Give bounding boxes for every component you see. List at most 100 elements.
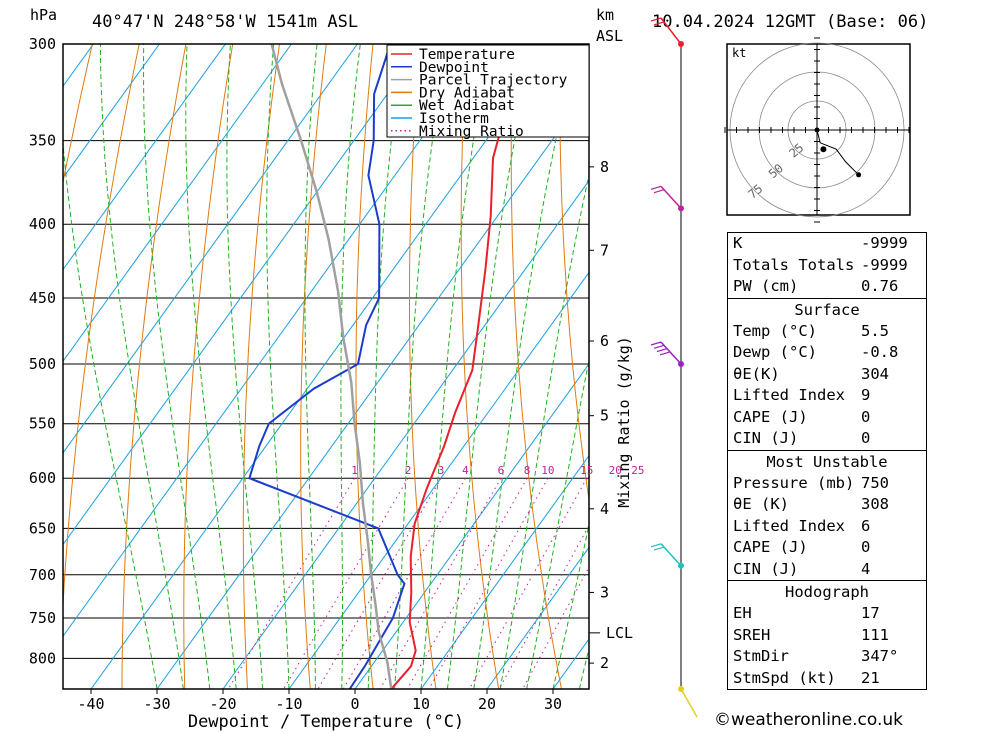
general-index-row: PW (cm) 0.76 <box>728 276 926 298</box>
pressure-tick-label: 450 <box>29 289 56 307</box>
index-label: CIN (J) <box>733 429 799 447</box>
index-label: SREH <box>733 625 771 644</box>
datetime-title: 10.04.2024 12GMT (Base: 06) <box>652 12 929 32</box>
index-label: Pressure (mb) <box>733 473 855 492</box>
most-unstable-index-row: Pressure (mb) 750 <box>728 473 926 495</box>
index-value: 111 <box>861 625 889 644</box>
legend-label: Mixing Ratio <box>419 124 524 140</box>
wind-barb-feather <box>650 17 662 22</box>
mixing-ratio-label: 15 <box>580 464 593 477</box>
mixing-ratio-line <box>522 566 589 689</box>
isotherm-line <box>288 271 589 689</box>
isotherm-line <box>486 546 589 689</box>
pressure-tick-label: 550 <box>29 415 56 433</box>
wet-adiabat-line <box>526 357 589 689</box>
legend-box <box>386 44 590 138</box>
index-label: CAPE (J) <box>733 407 808 426</box>
dry-adiabat-line <box>300 44 327 689</box>
index-value: 308 <box>861 495 889 513</box>
isotherm-line <box>420 454 589 689</box>
index-value: 5.5 <box>861 321 889 340</box>
hodograph-index-row: SREH 111 <box>728 625 926 647</box>
index-label: StmSpd (kt) <box>733 668 836 687</box>
indices-table: K -9999 Totals Totals -9999 PW (cm) 0.76 Surf… <box>727 232 927 690</box>
km-tick-label: 8 <box>600 158 609 176</box>
pressure-tick-label: 800 <box>29 649 56 667</box>
isotherm-line <box>354 363 589 689</box>
km-tick-label: 7 <box>600 241 609 259</box>
legend-label: Parcel Trajectory <box>419 73 568 89</box>
isotherm-line <box>0 44 27 689</box>
wind-barb-feather <box>653 546 665 551</box>
general-index-row: K -9999 <box>728 233 926 255</box>
hodograph-trace <box>816 129 859 176</box>
index-value: -9999 <box>861 255 908 274</box>
km-tick-label: 4 <box>600 500 609 518</box>
surface-title: Surface <box>794 300 860 319</box>
index-value: 0 <box>861 538 871 556</box>
most-unstable-index-row: Lifted Index 6 <box>728 516 926 538</box>
unit-km-label: km <box>596 6 615 24</box>
mixing-ratio-line <box>468 477 588 689</box>
index-label: θE (K) <box>733 495 789 513</box>
mixing-ratio-label: 2 <box>405 464 412 477</box>
isotherm-line <box>63 44 226 271</box>
index-label: Totals Totals <box>733 255 855 274</box>
index-value: 304 <box>861 364 889 383</box>
dry-adiabat-line <box>981 44 1000 689</box>
dry-adiabat-line <box>460 44 500 689</box>
pressure-tick-label: 400 <box>29 215 56 233</box>
mixing-ratio-line <box>342 477 466 689</box>
wind-barb-feather <box>659 351 671 356</box>
index-value: 9 <box>861 386 871 404</box>
hodograph-point <box>814 127 820 133</box>
wind-barb-feather <box>650 543 662 548</box>
pressure-tick-label: 350 <box>29 132 56 150</box>
isotherm-line <box>222 179 589 689</box>
wind-barb-shaft <box>660 185 682 209</box>
hodograph-index-row: StmSpd (kt) 21 <box>728 668 926 690</box>
dry-adiabat-line <box>63 44 140 613</box>
x-axis-label: Dewpoint / Temperature (°C) <box>188 712 464 732</box>
isotherm-line <box>63 44 490 638</box>
pressure-tick-label: 650 <box>29 519 56 537</box>
plot-frame <box>62 43 590 690</box>
dry-adiabat-line <box>409 44 437 689</box>
wet-adiabat-line <box>446 44 535 689</box>
index-value: -0.8 <box>861 343 899 361</box>
pressure-tick-label: 750 <box>29 609 56 627</box>
pressure-tick-label: 500 <box>29 355 56 373</box>
lcl-label: LCL <box>606 624 633 642</box>
dry-adiabat-line <box>559 44 589 503</box>
legend-label: Temperature <box>419 47 515 63</box>
mixing-ratio-label: 4 <box>462 464 469 477</box>
hodograph-index-row: EH 17 <box>728 603 926 625</box>
dry-adiabat-line <box>183 44 234 689</box>
wind-barb-feather <box>653 189 665 194</box>
hodograph-unit-label: kt <box>732 46 746 60</box>
location-title: 40°47'N 248°58'W 1541m ASL <box>92 12 359 32</box>
hodograph-point <box>856 172 862 178</box>
wet-adiabat-line <box>185 44 237 689</box>
wind-barb-feather <box>653 21 665 26</box>
mixing-ratio-line <box>283 477 409 689</box>
dry-adiabat-line <box>121 44 187 689</box>
wet-adiabat-line <box>304 44 318 689</box>
isotherm-line <box>63 44 358 454</box>
series-parcel-trajectory <box>270 44 393 689</box>
dry-adiabat-line <box>510 44 562 689</box>
mixing-ratio-line <box>498 524 589 689</box>
most-unstable-title: Most Unstable <box>766 452 888 471</box>
index-value: 4 <box>861 559 871 578</box>
hodograph-index-row: StmDir 347° <box>728 646 926 668</box>
general-index-row: Totals Totals -9999 <box>728 255 926 277</box>
km-tick-label: 6 <box>600 332 609 350</box>
km-tick-label: 3 <box>600 583 609 601</box>
pressure-tick-label: 600 <box>29 469 56 487</box>
index-value: 347° <box>861 647 899 665</box>
wet-adiabat-line <box>367 44 405 689</box>
most-unstable-index-row: CIN (J) 4 <box>728 559 926 581</box>
legend-label: Dry Adiabat <box>419 85 515 101</box>
km-tick-label: 5 <box>600 407 609 425</box>
